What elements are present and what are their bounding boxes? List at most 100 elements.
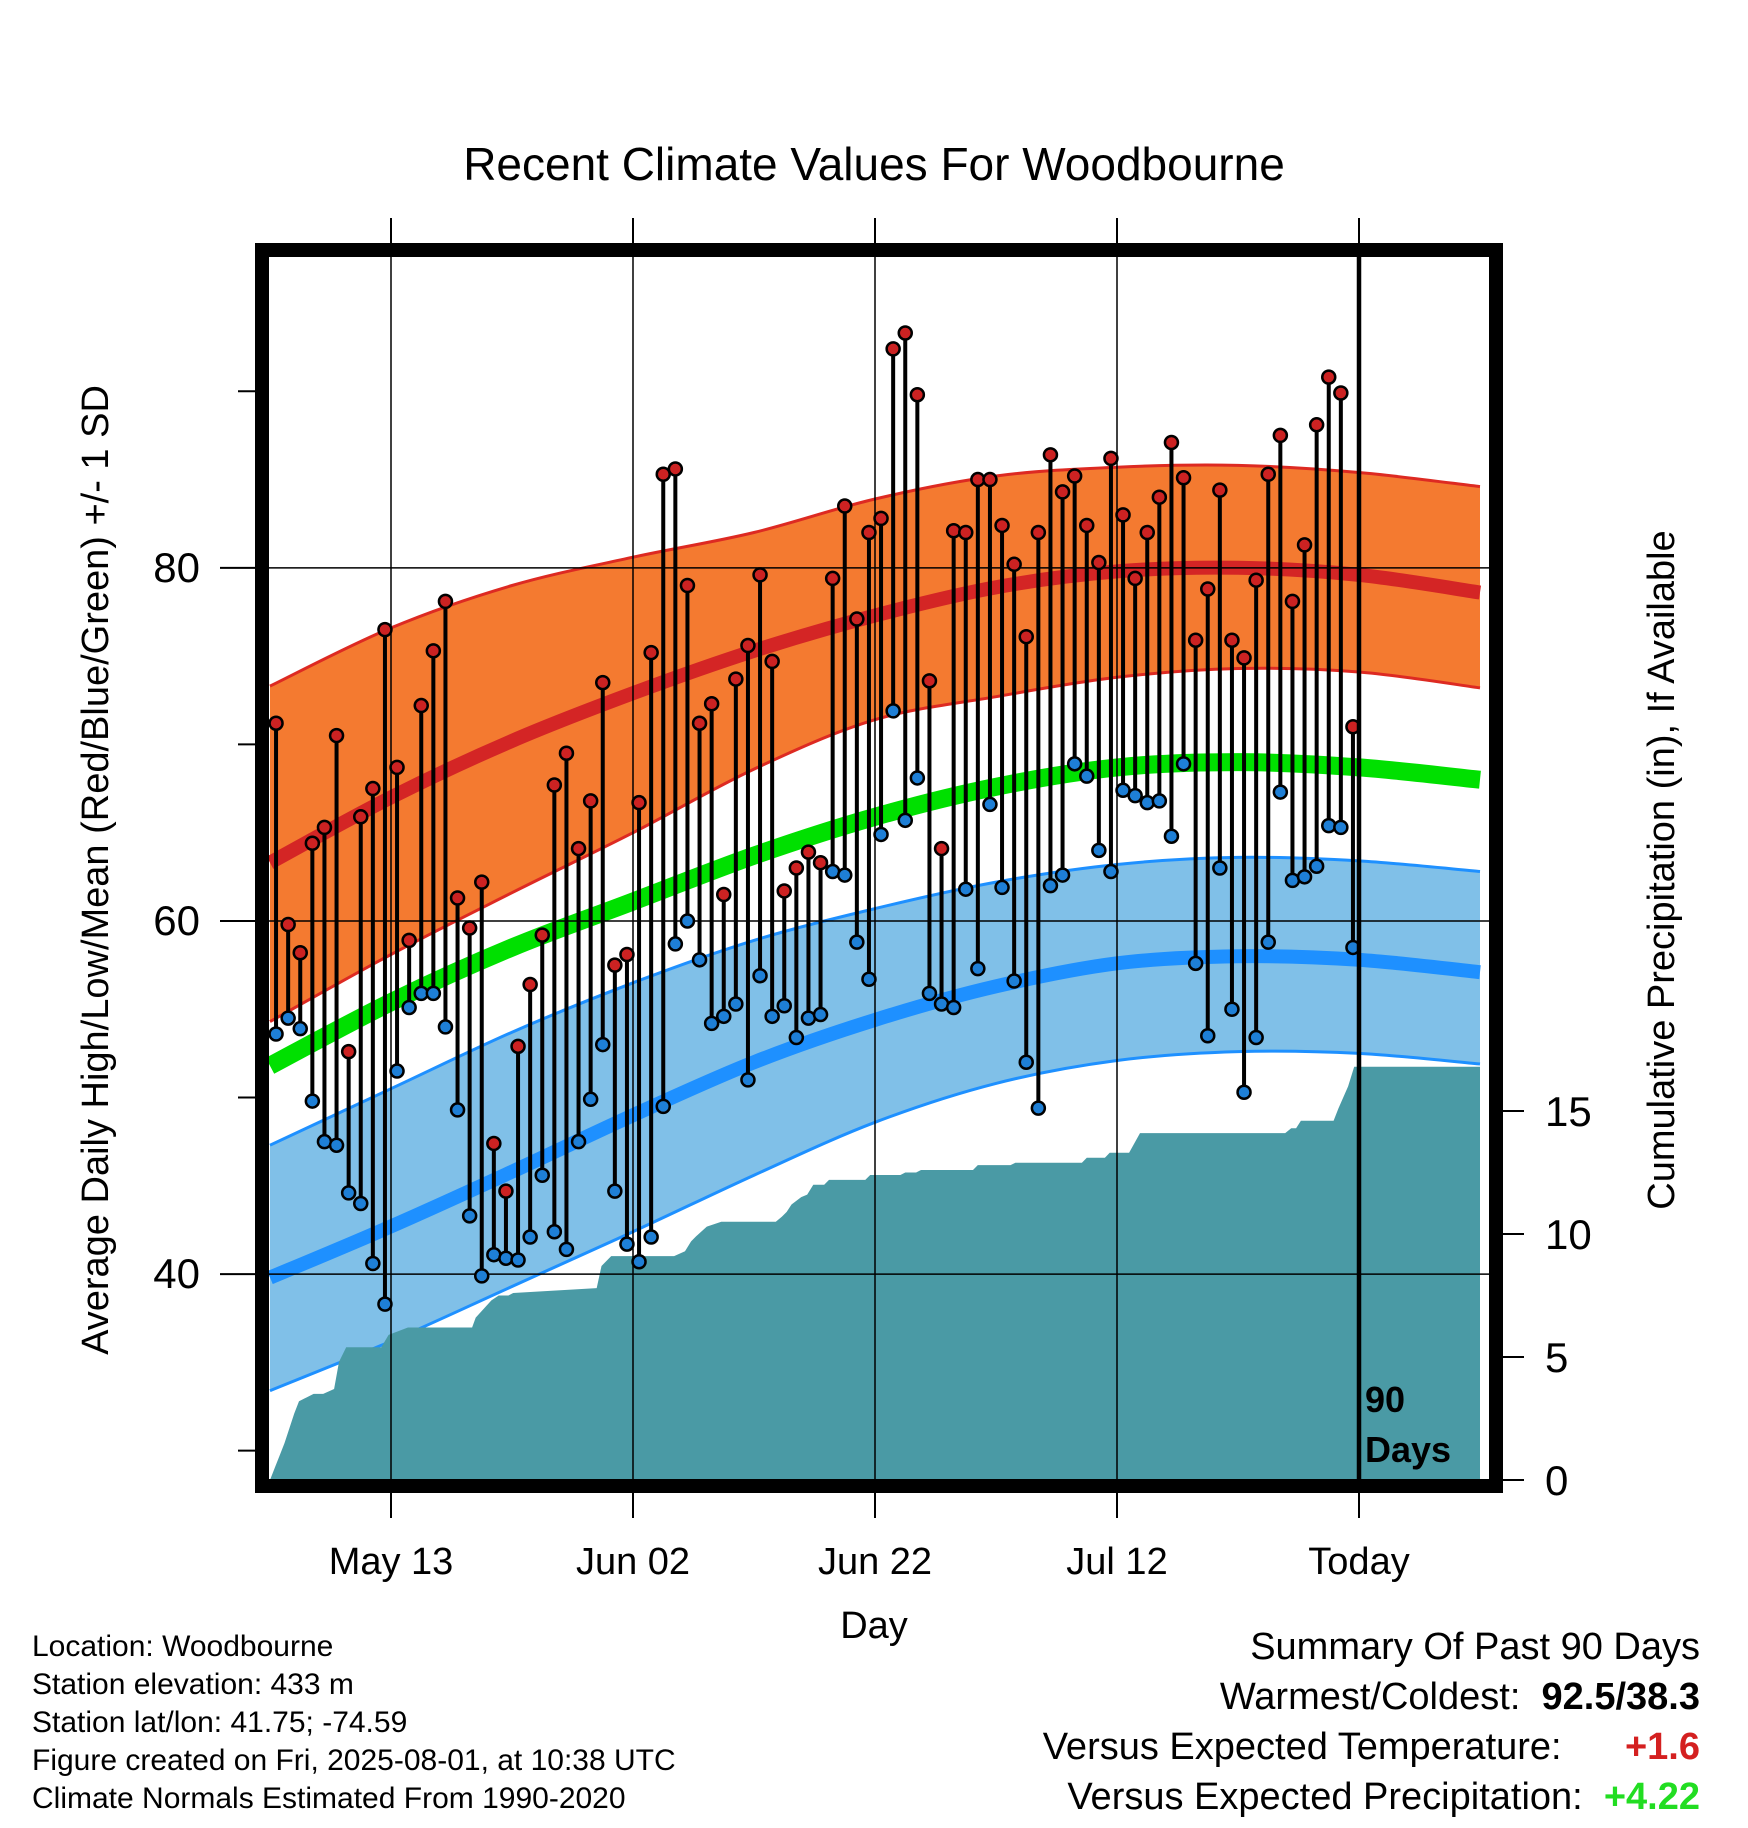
- daily-high-point: [595, 674, 611, 691]
- plot-border: [255, 243, 1503, 1493]
- daily-low-point: [812, 1006, 829, 1023]
- latlon-text: Station lat/lon: 41.75; -74.59: [32, 1706, 408, 1739]
- daily-high-point: [546, 777, 563, 793]
- precip-label: Versus Expected Precipitation:: [1067, 1776, 1583, 1818]
- daily-high-point: [377, 621, 393, 638]
- daily-high-point: [1054, 484, 1071, 500]
- daily-low-point: [1212, 860, 1228, 876]
- daily-high-point: [679, 577, 696, 594]
- daily-high-point: [752, 567, 768, 583]
- daily-high-point: [582, 793, 599, 809]
- daily-high-point: [776, 883, 792, 899]
- daily-low-point: [510, 1252, 526, 1268]
- daily-low-point: [498, 1250, 514, 1266]
- daily-low-point: [873, 826, 889, 843]
- daily-high-point: [1236, 650, 1252, 666]
- plot-frame: 90 Days: [255, 243, 1503, 1493]
- daily-low-point: [425, 985, 442, 1002]
- daily-high-point: [812, 854, 829, 871]
- daily-low-point: [449, 1102, 466, 1118]
- daily-high-point: [1042, 447, 1059, 463]
- daily-low-point: [752, 967, 768, 984]
- daily-high-point: [498, 1183, 514, 1199]
- daily-low-point: [546, 1223, 563, 1240]
- daily-low-point: [389, 1063, 405, 1079]
- x-axis-label: Day: [840, 1605, 908, 1647]
- warm-cold-label: Warmest/Coldest:: [1219, 1676, 1521, 1718]
- precip-value: +4.22: [1603, 1776, 1700, 1818]
- high-sd-band: [270, 465, 1480, 1022]
- daily-low-point: [703, 1015, 720, 1032]
- daily-low-point: [679, 913, 696, 929]
- daily-low-point: [365, 1255, 381, 1272]
- daily-high-point: [703, 696, 720, 712]
- daily-low-point: [1103, 863, 1119, 880]
- daily-high-point: [740, 637, 756, 654]
- daily-high-point: [1248, 572, 1264, 588]
- normals-text: Climate Normals Estimated From 1990-2020: [32, 1782, 626, 1815]
- daily-high-point: [1091, 554, 1107, 571]
- elevation-text: Station elevation: 433 m: [32, 1668, 354, 1701]
- daily-low-point: [292, 1020, 308, 1037]
- daily-high-point: [691, 715, 708, 731]
- daily-low-point: [1066, 756, 1083, 772]
- daily-low-point: [945, 999, 962, 1016]
- daily-high-point: [933, 840, 950, 857]
- daily-low-point: [619, 1236, 635, 1252]
- daily-low-point: [631, 1254, 647, 1270]
- daily-low-point: [1308, 858, 1325, 874]
- daily-high-point: [413, 697, 429, 714]
- daily-high-point: [994, 517, 1010, 534]
- daily-low-point: [607, 1183, 623, 1199]
- daily-low-point: [268, 1026, 284, 1042]
- y-tick-label: 60: [153, 897, 200, 944]
- created-text: Figure created on Fri, 2025-08-01, at 10…: [32, 1744, 676, 1777]
- daily-high-point: [292, 945, 308, 961]
- daily-low-point: [740, 1072, 756, 1088]
- daily-high-point: [353, 809, 369, 825]
- daily-high-point: [1200, 581, 1216, 597]
- daily-low-point: [1200, 1027, 1216, 1044]
- y2-axis-label: Cumulative Precipitation (in), If Availa…: [1641, 530, 1683, 1209]
- daily-low-point: [1054, 867, 1071, 883]
- x-tick-label: Jun 02: [576, 1541, 690, 1583]
- y2-tick-label: 0: [1545, 1457, 1568, 1504]
- daily-low-point: [534, 1167, 550, 1183]
- x-tick-label: Jul 12: [1066, 1541, 1167, 1583]
- daily-high-point: [1308, 417, 1325, 433]
- daily-high-point: [897, 325, 913, 341]
- temp-label: Versus Expected Temperature:: [1042, 1726, 1562, 1768]
- daily-low-point: [377, 1296, 393, 1312]
- daily-high-point: [522, 976, 538, 993]
- daily-low-point: [1127, 787, 1143, 804]
- daily-high-point: [824, 570, 841, 587]
- daily-low-point: [582, 1091, 599, 1108]
- daily-low-point: [667, 936, 684, 952]
- daily-high-point: [800, 844, 817, 860]
- y2-tick-label: 5: [1545, 1334, 1568, 1381]
- y2-tick-label: 15: [1545, 1088, 1592, 1135]
- daily-low-point: [1006, 973, 1022, 989]
- daily-high-point: [1175, 470, 1192, 486]
- daily-low-point: [280, 1010, 296, 1026]
- daily-low-point: [1018, 1054, 1034, 1070]
- daily-high-point: [873, 510, 889, 527]
- x-tick-label: May 13: [329, 1541, 454, 1583]
- summary-panel: Summary Of Past 90 Days Warmest/Coldest:…: [1043, 1622, 1700, 1822]
- daily-high-point: [365, 780, 381, 797]
- axes: May 13 Jun 02 Jun 22 Jul 12 Today 40 60 80 0 5 10 1…: [153, 218, 1592, 1583]
- daily-low-point: [764, 1008, 780, 1025]
- daily-high-point: [982, 471, 998, 488]
- daily-high-point: [1224, 632, 1240, 648]
- daily-high-point: [1006, 556, 1022, 573]
- daily-low-point: [1030, 1100, 1047, 1116]
- daily-low-point: [1187, 955, 1204, 972]
- low-sd-band: [270, 857, 1480, 1391]
- daily-low-point: [353, 1195, 369, 1212]
- daily-high-point: [607, 957, 623, 973]
- daily-low-point: [1296, 869, 1313, 885]
- location-text: Location: Woodbourne: [32, 1630, 334, 1663]
- daily-high-point: [1212, 482, 1228, 498]
- daily-high-point: [631, 794, 647, 811]
